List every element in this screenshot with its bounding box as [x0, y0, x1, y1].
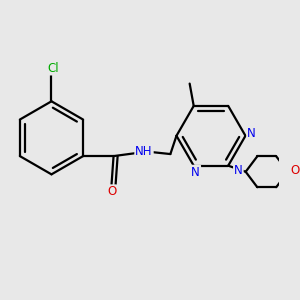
Text: NH: NH: [135, 145, 153, 158]
Text: N: N: [234, 164, 243, 177]
Text: N: N: [247, 127, 256, 140]
Text: O: O: [107, 185, 116, 198]
Text: O: O: [291, 164, 300, 177]
Text: N: N: [191, 166, 200, 179]
Text: Cl: Cl: [48, 61, 59, 74]
